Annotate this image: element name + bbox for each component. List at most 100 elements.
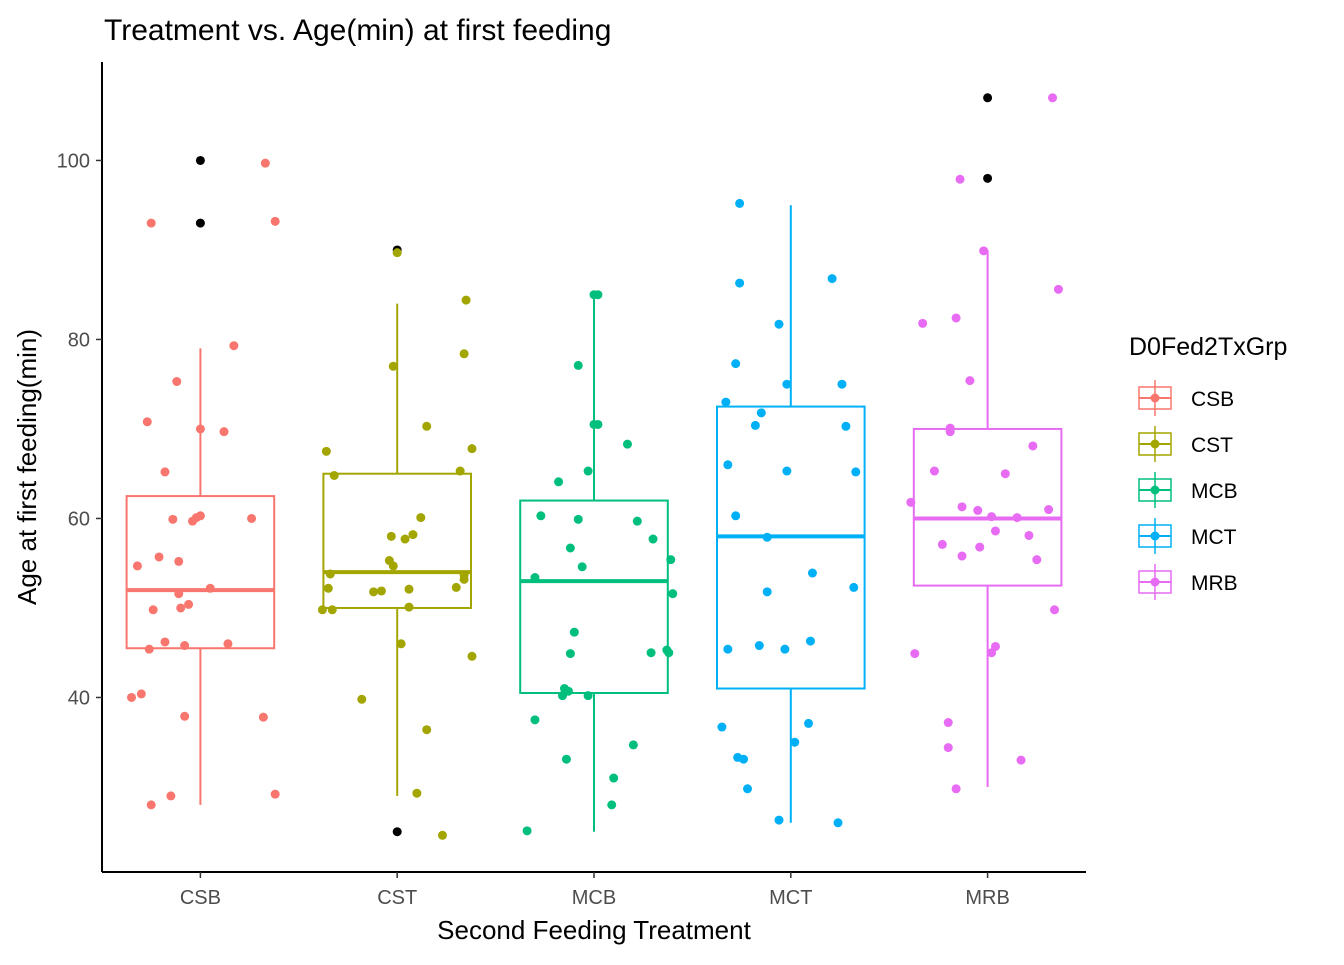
data-point xyxy=(404,584,414,594)
data-point xyxy=(386,531,396,541)
data-point xyxy=(558,691,568,701)
data-point xyxy=(205,583,215,593)
y-tick-label: 40 xyxy=(68,687,90,709)
x-tick-label: CST xyxy=(377,887,417,909)
data-point xyxy=(573,514,583,524)
data-point xyxy=(648,534,658,544)
y-tick-label: 100 xyxy=(57,150,90,172)
outlier-point xyxy=(983,173,993,183)
data-point xyxy=(148,605,158,615)
data-point xyxy=(1028,441,1038,451)
data-point xyxy=(168,514,178,524)
data-point xyxy=(195,511,205,521)
data-point xyxy=(937,539,947,549)
x-tick-label: MCB xyxy=(572,887,616,909)
data-point xyxy=(1044,505,1054,515)
data-point xyxy=(180,711,190,721)
data-point xyxy=(664,648,674,658)
y-tick-label: 60 xyxy=(68,508,90,530)
data-point xyxy=(756,408,766,418)
data-point xyxy=(979,246,989,256)
x-tick-label: CSB xyxy=(180,887,221,909)
legend-label: MCT xyxy=(1191,526,1237,549)
data-point xyxy=(1016,755,1026,765)
data-point xyxy=(754,641,764,651)
data-point xyxy=(565,543,575,553)
outlier-point xyxy=(392,827,402,837)
legend-key-point xyxy=(1150,577,1160,587)
data-point xyxy=(1012,513,1022,523)
data-point xyxy=(388,361,398,371)
data-point xyxy=(731,359,741,369)
data-point xyxy=(325,569,335,579)
data-point xyxy=(1000,469,1010,479)
legend-label: CSB xyxy=(1191,388,1234,411)
data-point xyxy=(219,427,229,437)
data-point xyxy=(174,556,184,566)
outlier-point xyxy=(195,218,205,228)
data-point xyxy=(573,360,583,370)
box-group-mct xyxy=(716,205,866,823)
data-point xyxy=(561,754,571,764)
data-point xyxy=(404,602,414,612)
data-point xyxy=(459,349,469,359)
chart-title: Treatment vs. Age(min) at first feeding xyxy=(104,14,611,47)
data-point xyxy=(451,582,461,592)
data-point xyxy=(174,589,184,599)
data-point xyxy=(455,466,465,476)
data-point xyxy=(172,377,182,387)
data-point xyxy=(782,466,792,476)
data-point xyxy=(321,446,331,456)
box-group-mrb xyxy=(912,93,1063,787)
data-point xyxy=(593,419,603,429)
data-point xyxy=(160,637,170,647)
data-point xyxy=(396,639,406,649)
data-point xyxy=(554,477,564,487)
data-point xyxy=(136,689,146,699)
data-point xyxy=(369,587,379,597)
data-point xyxy=(762,587,772,597)
data-point xyxy=(146,218,156,228)
data-point xyxy=(750,420,760,430)
data-point xyxy=(522,826,532,836)
data-point xyxy=(774,319,784,329)
legend-item-mcb: MCB xyxy=(1138,472,1238,508)
x-tick-label: MRB xyxy=(965,887,1009,909)
legend-key-point xyxy=(1150,531,1160,541)
data-point xyxy=(945,427,955,437)
data-point xyxy=(160,467,170,477)
legend-item-mct: MCT xyxy=(1138,518,1237,554)
data-point xyxy=(593,290,603,300)
data-point xyxy=(146,800,156,810)
data-point xyxy=(827,274,837,284)
legend-key-point xyxy=(1150,439,1160,449)
data-point xyxy=(247,513,257,523)
data-point xyxy=(327,605,337,615)
data-point xyxy=(1053,284,1063,294)
data-point xyxy=(132,561,142,571)
data-point xyxy=(743,784,753,794)
data-point xyxy=(910,649,920,659)
box xyxy=(716,405,866,690)
data-point xyxy=(929,466,939,476)
data-point xyxy=(467,651,477,661)
data-point xyxy=(408,530,418,540)
data-point xyxy=(412,788,422,798)
data-point xyxy=(782,379,792,389)
data-point xyxy=(943,718,953,728)
data-point xyxy=(1048,93,1058,103)
data-point xyxy=(990,641,1000,651)
data-point xyxy=(990,526,1000,536)
outlier-point xyxy=(195,155,205,165)
data-point xyxy=(622,439,632,449)
data-point xyxy=(400,534,410,544)
data-point xyxy=(166,791,176,801)
data-point xyxy=(530,715,540,725)
data-point xyxy=(329,471,339,481)
data-point xyxy=(270,216,280,226)
outlier-point xyxy=(983,93,993,103)
data-point xyxy=(376,586,386,596)
data-point xyxy=(717,722,727,732)
